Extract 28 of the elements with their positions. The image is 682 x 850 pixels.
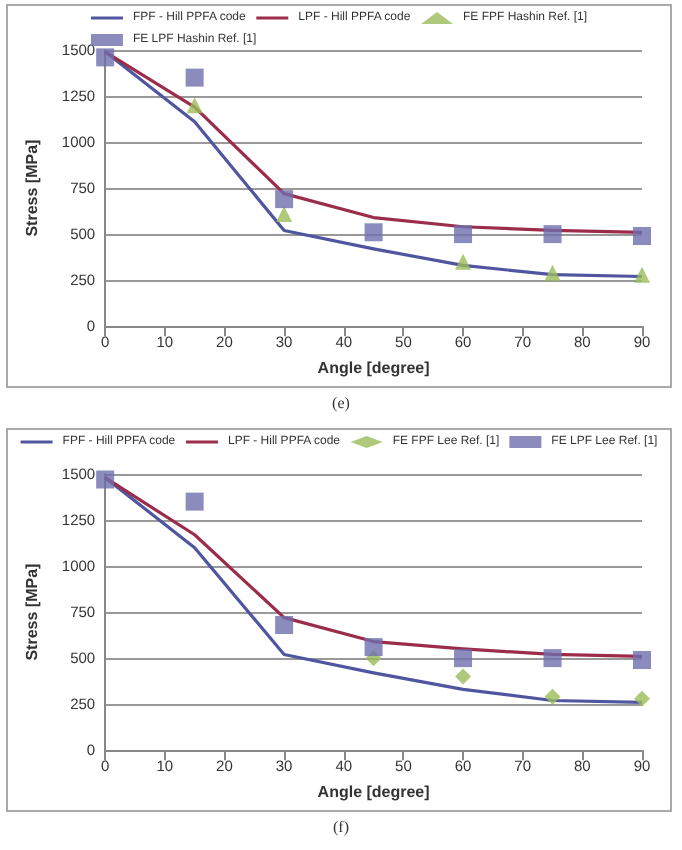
y-axis-title: Stress [MPa] (23, 562, 41, 661)
point (364, 638, 383, 657)
point (186, 97, 203, 114)
x-axis-title: Angle [degree] (317, 359, 431, 377)
point (275, 190, 294, 209)
point (454, 649, 473, 668)
point (544, 264, 561, 281)
point (543, 225, 562, 244)
point (633, 650, 651, 669)
point (96, 48, 115, 67)
x-axis-title: Angle [degree] (317, 783, 431, 801)
point (96, 470, 115, 489)
point (276, 205, 293, 222)
point (455, 668, 472, 685)
point (455, 253, 472, 270)
y-axis-title: Stress [MPa] (23, 138, 41, 237)
point (185, 68, 204, 87)
point (364, 223, 383, 242)
point (544, 688, 561, 705)
text: (f) (331, 818, 351, 836)
point (633, 226, 651, 245)
point (634, 690, 650, 707)
text: (e) (330, 394, 352, 412)
point (634, 266, 650, 283)
point (543, 649, 562, 668)
point (185, 492, 204, 511)
point (275, 615, 294, 634)
point (454, 225, 473, 244)
